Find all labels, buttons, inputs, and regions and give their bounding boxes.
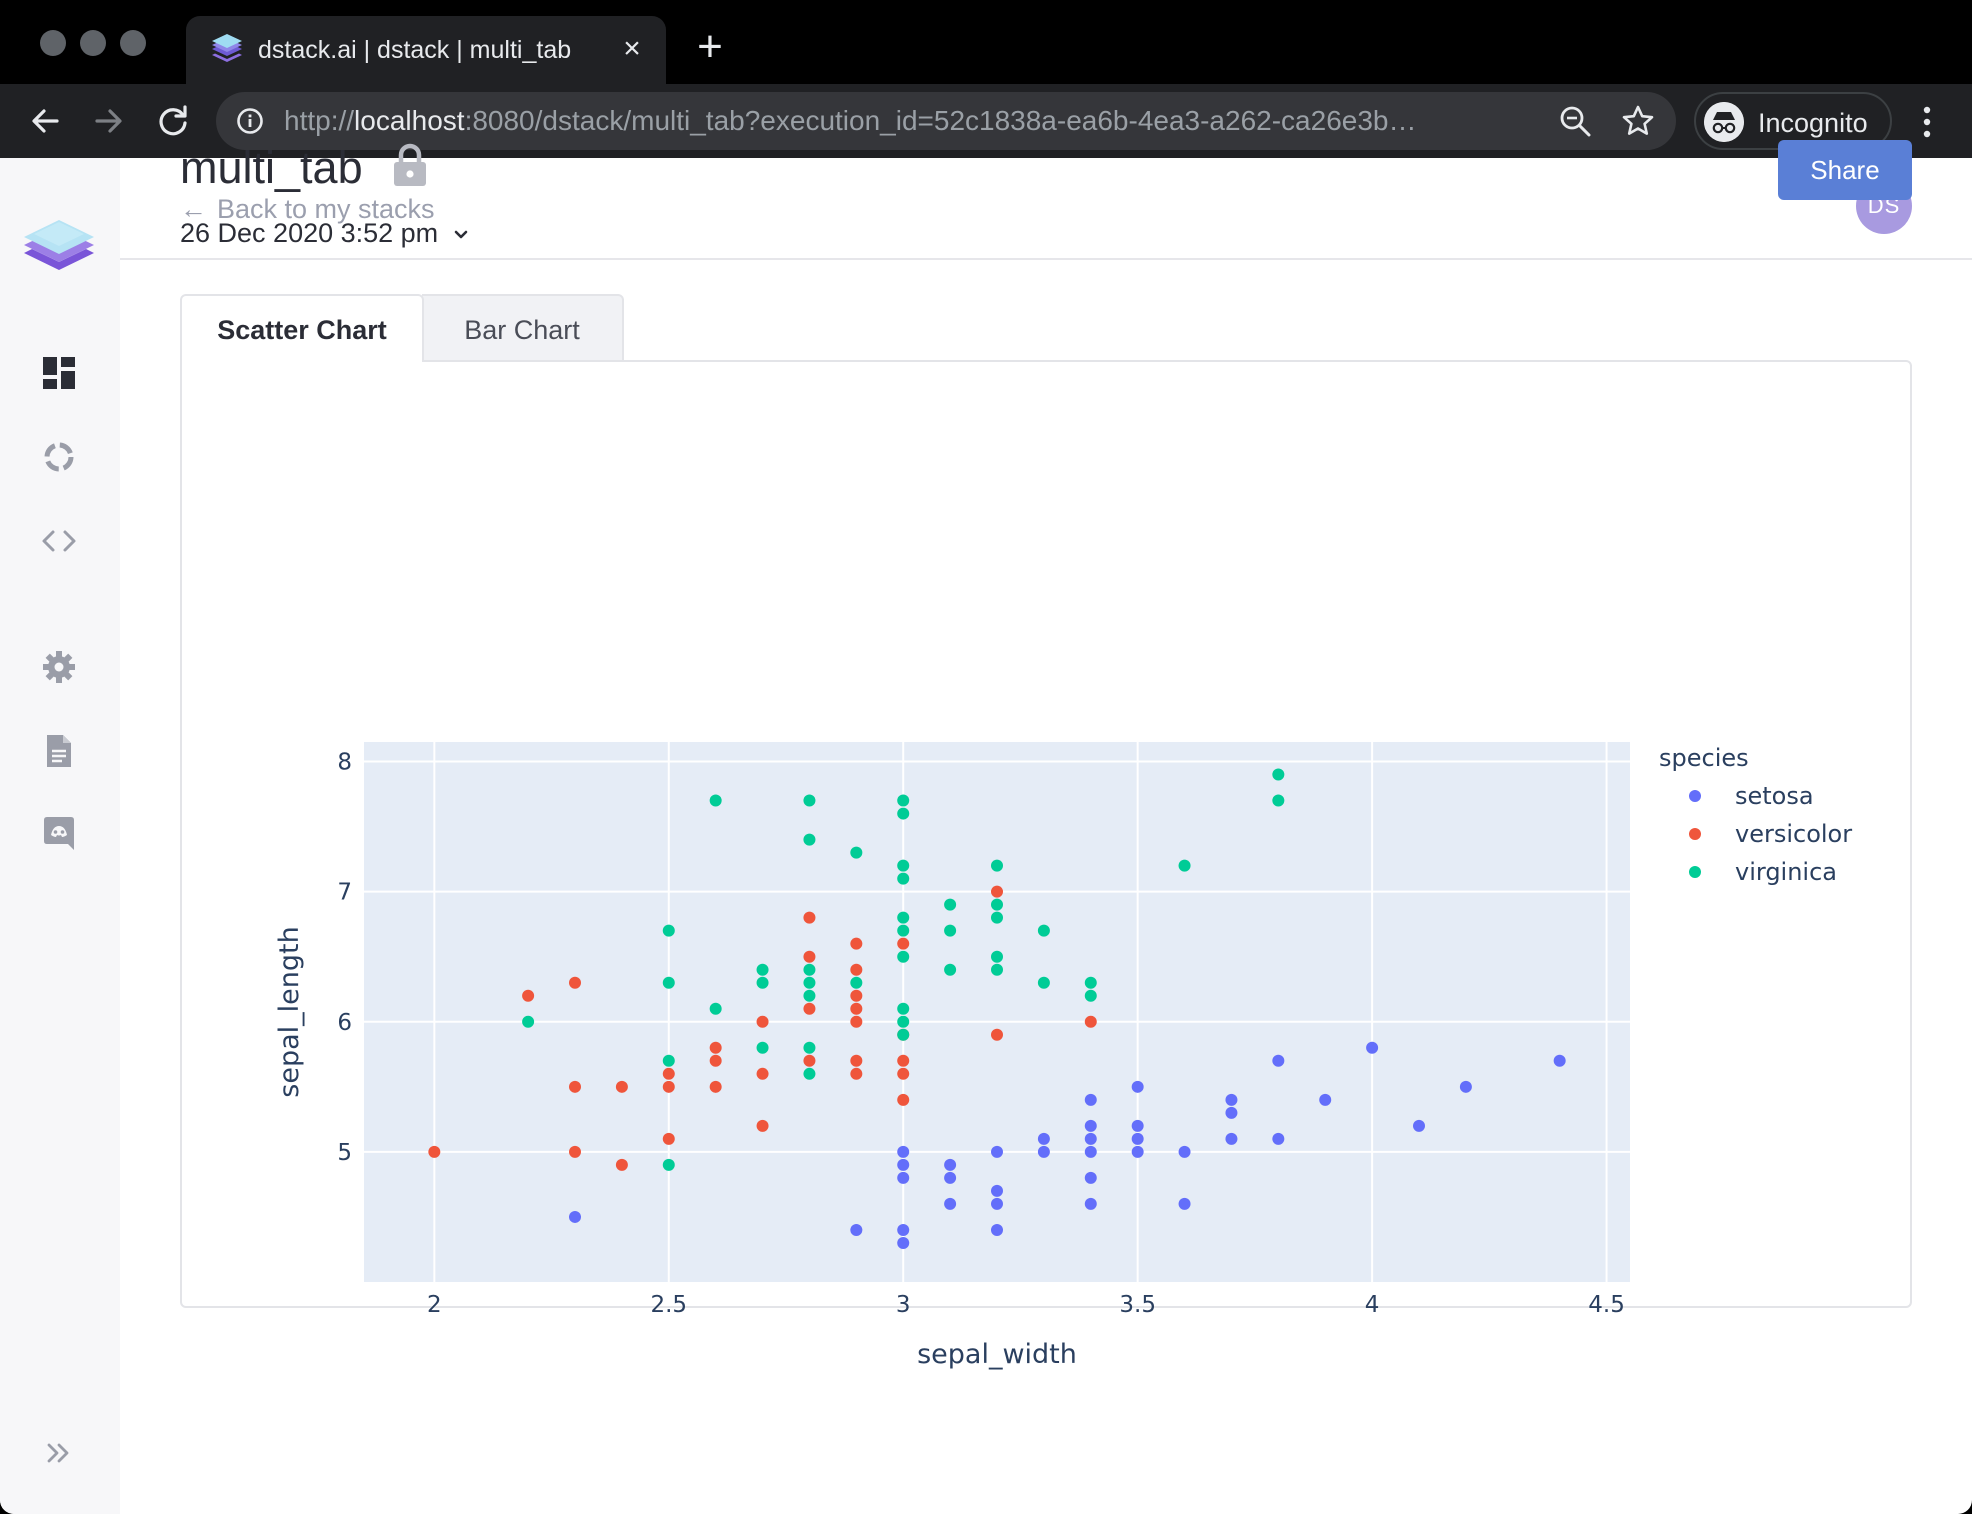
document-icon[interactable] [40,732,78,770]
incognito-icon [1704,102,1744,142]
browser-menu-icon[interactable] [1912,102,1942,142]
incognito-label: Incognito [1758,108,1868,138]
browser-toolbar: http://localhost:8080/dstack/multi_tab?e… [0,84,1972,158]
execution-date: 26 Dec 2020 3:52 pm [180,218,439,248]
tab-scatter-chart[interactable]: Scatter Chart [180,294,424,362]
maximize-window-button[interactable] [120,30,146,56]
back-to-stacks-link[interactable]: ← Back to my stacks [180,192,435,226]
discord-icon[interactable] [40,814,78,852]
close-tab-icon[interactable]: × [623,32,641,65]
page-title: multi_tab [180,142,363,193]
dstack-favicon-icon [212,34,242,62]
new-tab-button[interactable]: + [697,22,723,71]
back-arrow-icon[interactable] [22,98,68,144]
reload-icon[interactable] [150,98,196,144]
lock-icon [394,143,426,186]
browser-tab-title: dstack.ai | dstack | multi_tab [258,36,572,64]
url-text: http://localhost:8080/dstack/multi_tab?e… [284,105,1544,137]
forward-arrow-icon[interactable] [86,98,132,144]
settings-icon[interactable] [40,648,78,686]
url-scheme: http:// [284,105,355,136]
code-icon[interactable] [40,522,78,560]
url-host: localhost [354,105,465,136]
dstack-logo-icon[interactable] [20,216,98,288]
expand-sidebar-icon[interactable] [40,1434,78,1472]
back-arrow-icon: ← [180,194,207,224]
address-bar[interactable]: http://localhost:8080/dstack/multi_tab?e… [216,92,1676,150]
site-info-icon[interactable] [236,107,264,135]
tab-panel [180,360,1912,1308]
execution-date-select[interactable]: 26 Dec 2020 3:52 pm [180,216,470,250]
chevron-down-icon [454,230,468,239]
loading-icon[interactable] [40,438,78,476]
minimize-window-button[interactable] [80,30,106,56]
dashboard-icon[interactable] [40,354,78,392]
url-path: :8080/dstack/multi_tab?execution_id=52c1… [464,105,1417,136]
share-button[interactable]: Share [1778,140,1912,200]
close-window-button[interactable] [40,30,66,56]
tab-bar-chart[interactable]: Bar Chart [422,294,624,362]
sidebar [0,158,120,1514]
bookmark-star-icon[interactable] [1620,103,1656,139]
zoom-out-icon[interactable] [1558,104,1592,138]
back-link-label: Back to my stacks [217,194,435,224]
tab-strip: dstack.ai | dstack | multi_tab × + [0,0,1972,84]
browser-tab[interactable]: dstack.ai | dstack | multi_tab × [186,16,666,84]
